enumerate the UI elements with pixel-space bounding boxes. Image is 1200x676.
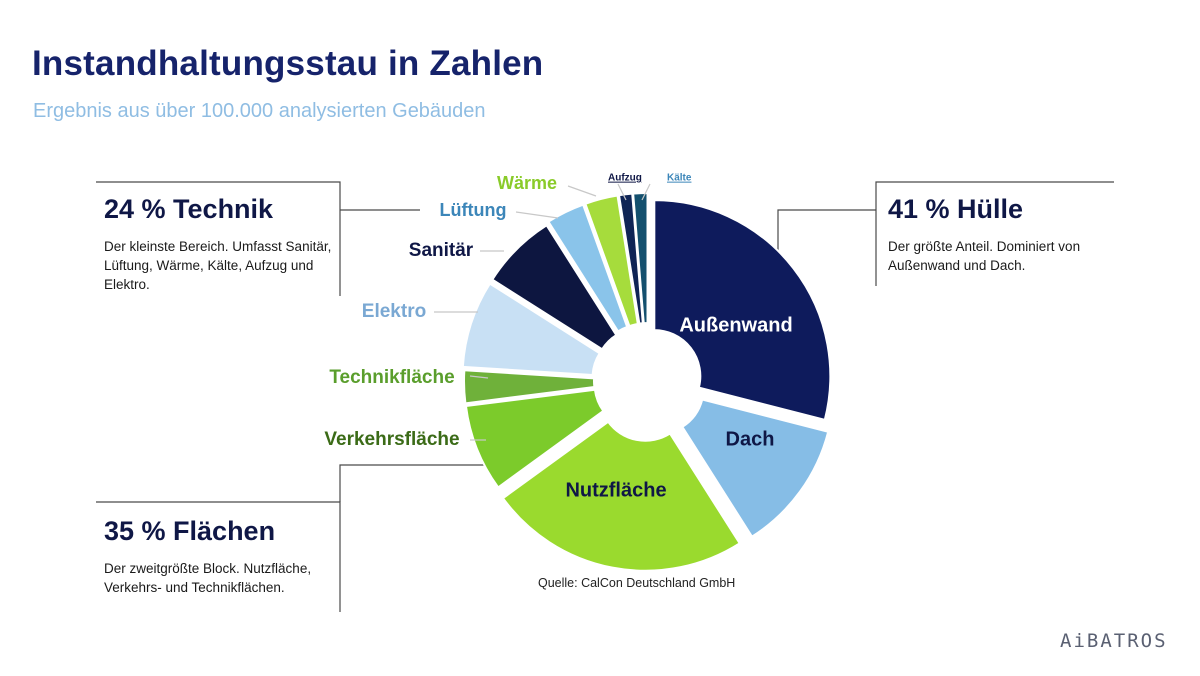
flaechen-frame bbox=[96, 501, 341, 612]
label-aufzug: Aufzug bbox=[608, 173, 642, 184]
slice-außenwand bbox=[653, 199, 832, 422]
brand-logo: AiBATROS bbox=[1060, 630, 1168, 652]
slice-elektro bbox=[461, 282, 602, 377]
technik-description: Der kleinste Bereich. Umfasst Sanitär, L… bbox=[104, 239, 332, 292]
technik-heading: 24 % Technik bbox=[104, 194, 274, 224]
slice-wärme bbox=[584, 194, 639, 328]
leader-aufzug bbox=[617, 183, 627, 201]
label-dach: Dach bbox=[726, 428, 775, 450]
leader-lüftung bbox=[515, 211, 559, 219]
huelle-description: Der größte Anteil. Dominiert von Außenwa… bbox=[888, 239, 1081, 273]
flaechen-summary: 35 % Flächen Der zweitgrößte Block. Nutz… bbox=[104, 516, 344, 597]
huelle-connector bbox=[777, 209, 876, 262]
slice-technikfläche bbox=[463, 369, 596, 405]
technik-frame bbox=[96, 181, 341, 296]
label-elektro: Elektro bbox=[362, 301, 426, 322]
flaechen-heading: 35 % Flächen bbox=[104, 516, 276, 546]
label-kälte: Kälte bbox=[667, 173, 692, 184]
page-title: Instandhaltungsstau in Zahlen bbox=[32, 44, 544, 83]
label-nutzfläche: Nutzfläche bbox=[565, 479, 666, 501]
page-subtitle: Ergebnis aus über 100.000 analysierten G… bbox=[33, 100, 486, 122]
slice-sanitär bbox=[490, 223, 618, 351]
leader-kälte bbox=[641, 183, 651, 201]
flaechen-connector bbox=[339, 464, 484, 502]
label-verkehrsfläche: Verkehrsfläche bbox=[324, 429, 459, 450]
label-sanitär: Sanitär bbox=[409, 240, 474, 261]
slice-dach bbox=[680, 398, 830, 539]
label-wärme: Wärme bbox=[497, 173, 557, 193]
callout-frames bbox=[96, 181, 1114, 612]
leader-wärme bbox=[567, 185, 597, 197]
slice-lüftung bbox=[547, 203, 629, 333]
slice-nutzfläche bbox=[501, 420, 742, 572]
slice-verkehrsfläche bbox=[464, 388, 605, 489]
huelle-frame bbox=[875, 181, 1114, 286]
label-außenwand: Außenwand bbox=[679, 314, 792, 336]
technik-summary: 24 % Technik Der kleinste Bereich. Umfas… bbox=[104, 194, 344, 294]
huelle-heading: 41 % Hülle bbox=[888, 194, 1024, 224]
slice-kälte bbox=[632, 192, 649, 325]
huelle-summary: 41 % Hülle Der größte Anteil. Dominiert … bbox=[888, 194, 1128, 275]
source-note: Quelle: CalCon Deutschland GmbH bbox=[538, 576, 736, 590]
label-technikfläche: Technikfläche bbox=[329, 367, 454, 388]
flaechen-description: Der zweitgrößte Block. Nutzfläche, Verke… bbox=[104, 561, 312, 595]
label-lüftung: Lüftung bbox=[440, 200, 507, 220]
donut-hole bbox=[602, 335, 694, 427]
leader-technikfläche bbox=[469, 375, 489, 379]
